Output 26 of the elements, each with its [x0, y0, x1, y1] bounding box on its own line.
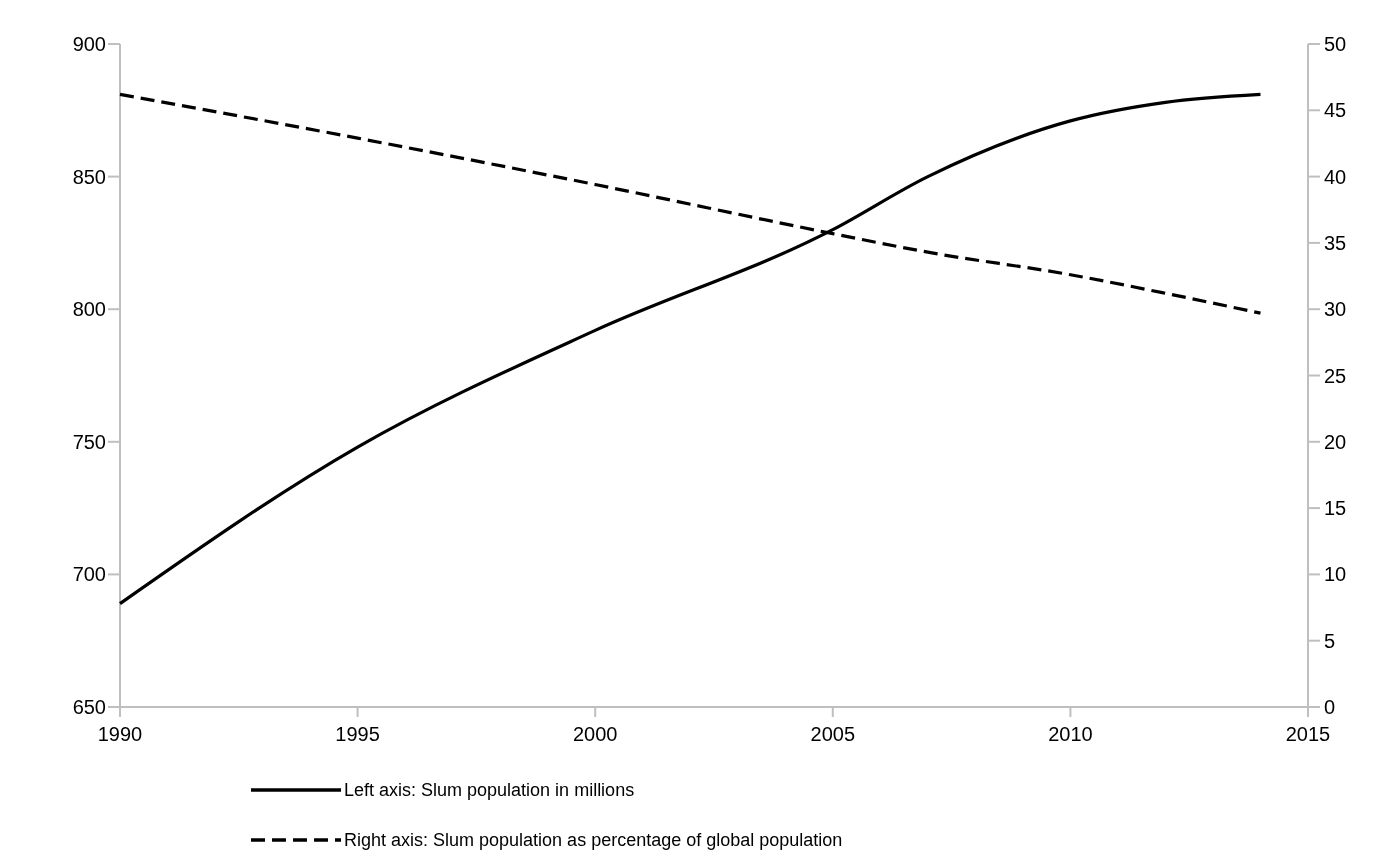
x-tick-label: 2005	[810, 723, 856, 745]
y2-tick-label: 0	[1324, 696, 1336, 718]
y2-tick-label: 50	[1324, 33, 1347, 55]
x-tick-label: 1995	[335, 723, 380, 745]
y-tick-label: 750	[72, 430, 106, 453]
y2-tick-label: 35	[1324, 231, 1347, 254]
x-tick-label: 2000	[572, 723, 618, 745]
y-tick-label: 900	[72, 33, 106, 55]
x-tick-label: 2015	[1285, 723, 1331, 745]
y-tick-label: 650	[72, 696, 106, 718]
x-tick-label: 1990	[97, 723, 143, 745]
x-tick-label: 2010	[1048, 723, 1093, 745]
y2-tick-label: 15	[1324, 497, 1347, 520]
line-series	[118, 92, 1263, 606]
y2-tick-label: 25	[1324, 364, 1347, 387]
y-tick-label: 800	[72, 298, 106, 321]
y2-tick-label: 20	[1324, 430, 1347, 453]
y2-tick-label: 10	[1324, 563, 1347, 586]
y2-tick-label: 40	[1324, 165, 1347, 188]
legend-label: Left axis: Slum population in millions	[344, 780, 635, 801]
legend-label: Right axis: Slum population as percentage of global population	[344, 830, 843, 851]
y2-tick-label: 30	[1324, 298, 1347, 321]
y2-tick-label: 45	[1324, 99, 1347, 122]
y2-tick-label: 5	[1324, 629, 1336, 652]
y-tick-label: 700	[72, 563, 106, 586]
y-tick-label: 850	[72, 165, 106, 188]
